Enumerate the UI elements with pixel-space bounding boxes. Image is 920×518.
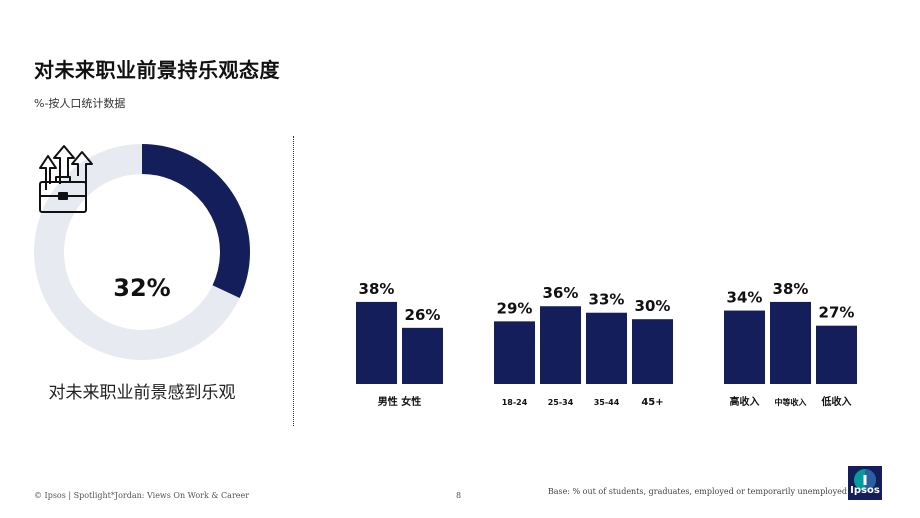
bar-age-0 xyxy=(494,321,535,384)
page-subtitle: %-按人口统计数据 xyxy=(34,97,126,110)
category-label-age-3: 45+ xyxy=(641,397,663,408)
bar-value-label-age-0: 29% xyxy=(497,299,533,317)
category-label-income-1: 中等收入 xyxy=(775,397,807,407)
bar-age-2 xyxy=(586,312,627,384)
divider xyxy=(293,136,294,426)
donut-chart: 32% xyxy=(34,144,250,360)
category-label-age-1: 25-34 xyxy=(548,398,574,407)
category-label-gender: 男性 女性 xyxy=(378,395,421,408)
bar-age-3 xyxy=(632,319,673,384)
footer-copyright: © Ipsos | Spotlight*Jordan: Views On Wor… xyxy=(34,491,250,500)
briefcase-arrows-icon xyxy=(39,145,93,213)
category-label-age-2: 35-44 xyxy=(594,398,620,407)
bar-gender-1 xyxy=(402,327,443,384)
donut-caption: 对未来职业前景感到乐观 xyxy=(48,383,236,403)
logo-mark xyxy=(848,466,882,500)
category-label-income-0: 高收入 xyxy=(730,395,760,408)
ipsos-logo: Ipsos xyxy=(848,466,882,500)
bar-value-label-age-3: 30% xyxy=(635,297,671,315)
bar-gender-0 xyxy=(356,301,397,384)
donut-value: 32% xyxy=(113,274,171,302)
footer-base-note: Base: % out of students, graduates, empl… xyxy=(547,487,847,496)
bar-value-label-age-2: 33% xyxy=(589,291,625,309)
bar-income-2 xyxy=(816,325,857,384)
category-label-income-2: 低收入 xyxy=(821,395,852,408)
page-number: 8 xyxy=(456,491,462,500)
bar-age-1 xyxy=(540,306,581,384)
page-title: 对未来职业前景持乐观态度 xyxy=(34,58,280,82)
bar-value-label-gender-1: 26% xyxy=(405,306,441,324)
bar-income-0 xyxy=(724,310,765,384)
bar-income-1 xyxy=(770,301,811,384)
bar-value-label-income-0: 34% xyxy=(727,289,763,307)
bar-value-label-income-1: 38% xyxy=(773,280,809,298)
bar-value-label-age-1: 36% xyxy=(543,284,579,302)
bar-value-label-income-2: 27% xyxy=(819,304,855,322)
logo-text: Ipsos xyxy=(850,485,880,496)
donut-svg xyxy=(34,144,250,360)
donut-value-arc xyxy=(34,144,250,360)
category-label-age-0: 18-24 xyxy=(502,398,528,407)
bar-value-label-gender-0: 38% xyxy=(359,280,395,298)
